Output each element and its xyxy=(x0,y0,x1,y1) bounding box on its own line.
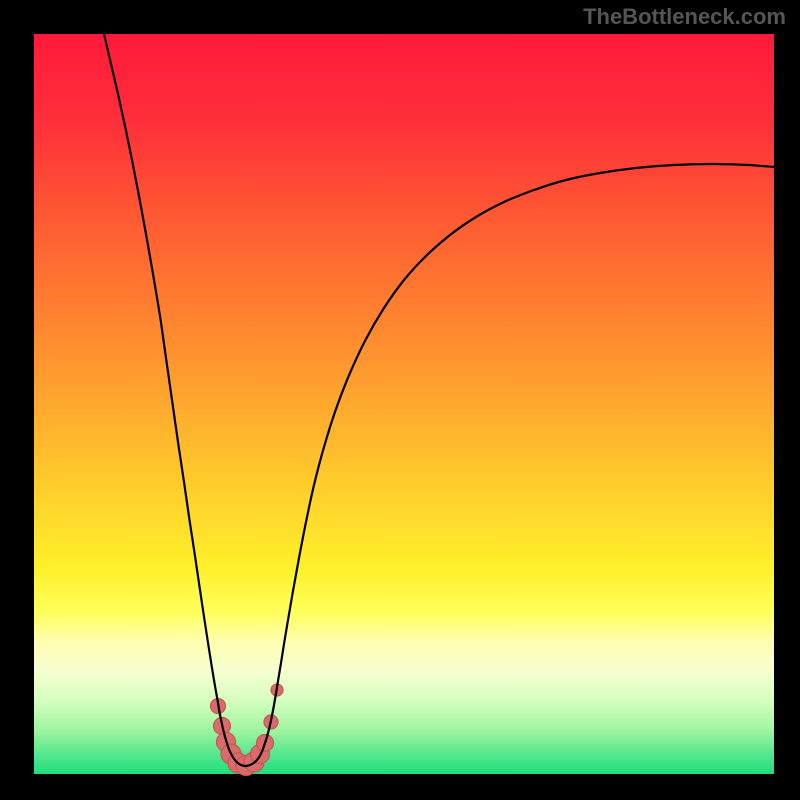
bottleneck-curve xyxy=(104,34,774,766)
chart-root: TheBottleneck.com xyxy=(0,0,800,800)
markers-group xyxy=(211,684,284,776)
curve-layer xyxy=(34,34,774,774)
plot-area xyxy=(34,34,774,774)
watermark-text: TheBottleneck.com xyxy=(583,4,786,30)
